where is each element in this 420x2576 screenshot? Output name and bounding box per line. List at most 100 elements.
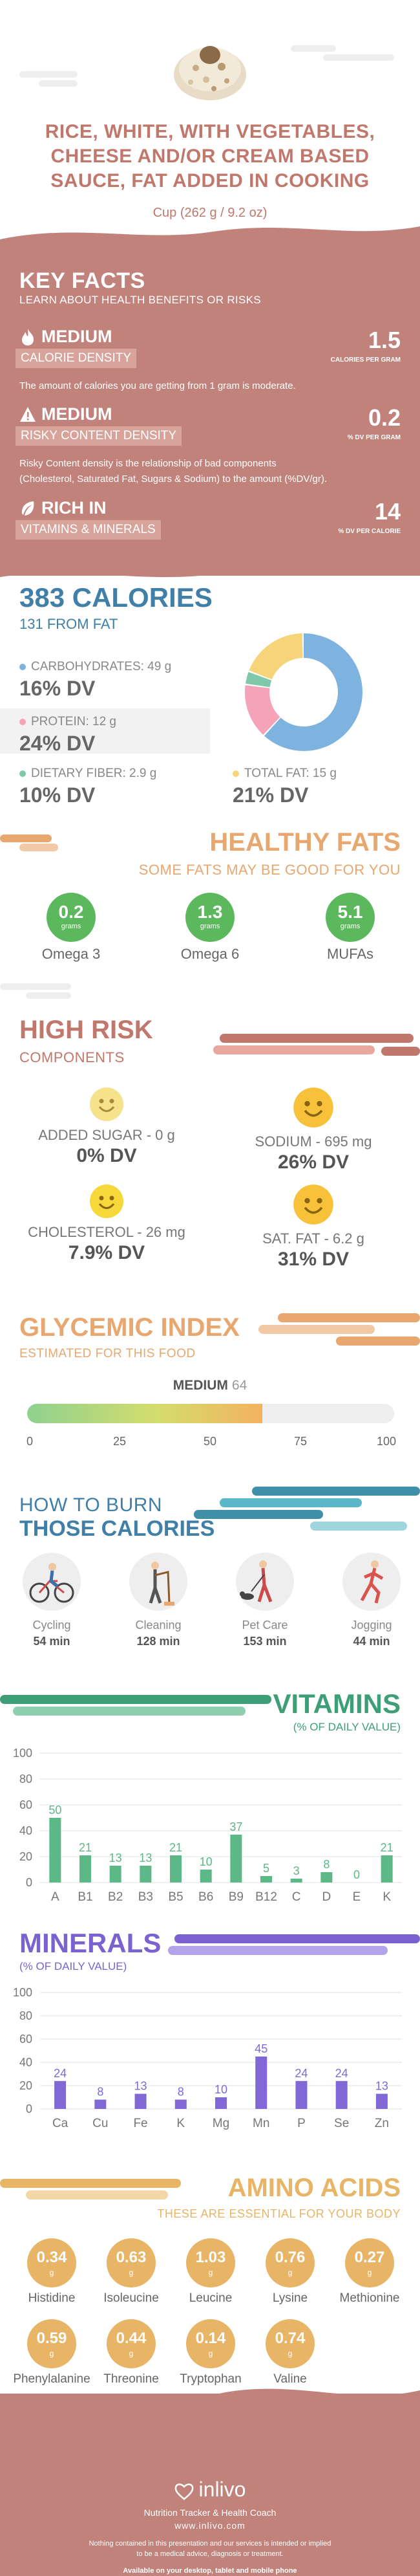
high-risk-subtitle: COMPONENTS xyxy=(19,1049,125,1065)
bar-value-label: 24 xyxy=(54,2067,67,2080)
bar-value-label: 8 xyxy=(97,2086,103,2099)
x-tick-label: K xyxy=(176,2117,185,2130)
bar-b5 xyxy=(170,1855,182,1883)
bar-value-label: 13 xyxy=(375,2080,388,2093)
bar-value-label: 37 xyxy=(229,1820,242,1833)
warning-icon xyxy=(20,407,36,422)
bar-b2 xyxy=(109,1866,121,1883)
fat-mufas: 5.1 grams MUFAs xyxy=(305,893,395,963)
smiley-icon xyxy=(90,1184,123,1218)
smiley-icon xyxy=(293,1087,333,1128)
macro-donut-chart xyxy=(245,633,362,751)
y-tick-label: 40 xyxy=(19,2056,32,2069)
risk-sodium: SODIUM - 695 mg 26% DV xyxy=(223,1087,404,1173)
activity-pet-care: Pet Care 153 min xyxy=(216,1553,313,1648)
risk-cholesterol: CHOLESTEROL - 26 mg 7.9% DV xyxy=(16,1184,197,1264)
key-facts-title: KEY FACTS xyxy=(19,268,145,293)
key-facts-subtitle: LEARN ABOUT HEALTH BENEFITS OR RISKS xyxy=(19,294,261,306)
high-risk-section: HIGH RISK COMPONENTS ADDED SUGAR - 0 g 0… xyxy=(0,983,420,1294)
leaf-icon xyxy=(21,501,34,516)
bar-k xyxy=(174,2099,187,2109)
x-tick-label: D xyxy=(322,1890,331,1904)
x-tick-label: Zn xyxy=(375,2117,389,2130)
bar-p xyxy=(295,2080,308,2109)
minerals-title: MINERALS xyxy=(19,1928,162,1958)
minerals-bar-chart: 0 20 40 60 80 100 24 Ca 8 Cu 13 Fe 8 K 10 Mg 45 Mn 24 P 24 Se… xyxy=(13,1986,402,2130)
high-risk-title: HIGH RISK xyxy=(19,1016,153,1044)
glycemic-title: GLYCEMIC INDEX xyxy=(19,1313,240,1342)
x-tick-label: A xyxy=(51,1890,59,1904)
amino-phenylalanine: 0.59 g Phenylalanine xyxy=(13,2319,90,2386)
bar-b3 xyxy=(140,1866,152,1883)
calories-title: 383 CALORIES xyxy=(19,582,213,613)
fiber-dot xyxy=(19,770,26,777)
y-tick-label: 100 xyxy=(13,1986,32,1999)
bar-value-label: 13 xyxy=(109,1851,122,1864)
amino-valine: 0.74 g Valine xyxy=(251,2319,329,2386)
x-tick-label: B9 xyxy=(229,1890,244,1904)
activity-jogging: Jogging 44 min xyxy=(323,1553,420,1648)
bar-value-label: 24 xyxy=(295,2067,308,2080)
bar-value-label: 10 xyxy=(215,2083,227,2096)
food-image xyxy=(174,46,246,100)
bar-fe xyxy=(134,2093,147,2109)
key-facts-section: KEY FACTS LEARN ABOUT HEALTH BENEFITS OR… xyxy=(0,226,420,578)
header-section: RICE, WHITE, WITH VEGETABLES, CHEESE AND… xyxy=(0,0,420,220)
bar-value-label: 13 xyxy=(134,2080,147,2093)
y-tick-label: 40 xyxy=(19,1824,32,1837)
vitamins-subtitle: (% OF DAILY VALUE) xyxy=(293,1721,401,1733)
vitamins-section: VITAMINS (% OF DAILY VALUE) 0 20 40 60 80 100… xyxy=(0,1688,420,1908)
vitamins-title: VITAMINS xyxy=(273,1688,401,1719)
x-tick-label: C xyxy=(292,1890,301,1904)
bar-value-label: 21 xyxy=(381,1841,394,1854)
bar-b9 xyxy=(230,1835,242,1883)
bar-zn xyxy=(375,2093,388,2109)
x-tick-label: B12 xyxy=(255,1890,277,1904)
amino-lysine: 0.76 g Lysine xyxy=(251,2238,329,2306)
footer-section: inlivo Nutrition Tracker & Health Coach … xyxy=(0,2388,420,2576)
glycemic-bar-fill xyxy=(27,1404,262,1423)
macro-protein: PROTEIN: 12 g 24% DV xyxy=(19,715,116,755)
food-title: RICE, WHITE, WITH VEGETABLES, CHEESE AND… xyxy=(45,121,375,191)
activity-cleaning: Cleaning 128 min xyxy=(110,1553,207,1648)
macro-carbohydrates: CARBOHYDRATES: 49 g 16% DV xyxy=(19,660,172,700)
bar-value-label: 45 xyxy=(255,2042,268,2055)
amino-histidine: 0.34 g Histidine xyxy=(13,2238,90,2306)
bar-value-label: 8 xyxy=(323,1858,330,1871)
bar-value-label: 21 xyxy=(79,1841,92,1854)
y-tick-label: 80 xyxy=(19,2009,32,2022)
burn-title: THOSE CALORIES xyxy=(19,1516,215,1541)
bar-cu xyxy=(94,2099,107,2109)
burn-calories-section: HOW TO BURN THOSE CALORIES Cycling 54 mi… xyxy=(0,1475,420,1675)
footer-url[interactable]: www.inlivo.com xyxy=(174,2520,246,2531)
y-tick-label: 60 xyxy=(19,2033,32,2046)
footer-disclaimer: Nothing contained in this presentation a… xyxy=(89,2540,331,2558)
x-tick-label: B6 xyxy=(198,1890,213,1904)
bar-b12 xyxy=(260,1876,272,1883)
cleaning-icon xyxy=(149,1562,174,1606)
amino-isoleucine: 0.63 g Isoleucine xyxy=(92,2238,170,2306)
amino-methionine: 0.27 g Methionine xyxy=(331,2238,408,2306)
calories-section: 383 CALORIES 131 FROM FAT CARBOHYDRATES:… xyxy=(0,582,420,822)
gi-tick: 25 xyxy=(112,1435,127,1448)
x-tick-label: Cu xyxy=(92,2117,108,2130)
gi-tick: 100 xyxy=(376,1435,397,1448)
flame-icon xyxy=(22,329,34,345)
glycemic-subtitle: ESTIMATED FOR THIS FOOD xyxy=(19,1347,196,1360)
gi-tick: 0 xyxy=(26,1435,34,1448)
bar-value-label: 3 xyxy=(293,1864,300,1877)
footer-availability: Available on your desktop, tablet and mo… xyxy=(123,2567,297,2575)
amino-leucine: 1.03 g Leucine xyxy=(172,2238,249,2306)
glycemic-index-section: GLYCEMIC INDEX ESTIMATED FOR THIS FOOD M… xyxy=(0,1307,420,1462)
bar-value-label: 10 xyxy=(200,1855,213,1868)
donut-slice-carbohydrates xyxy=(245,633,362,751)
glycemic-bar-track xyxy=(27,1404,394,1423)
amino-subtitle: THESE ARE ESSENTIAL FOR YOUR BODY xyxy=(157,2207,401,2220)
x-tick-label: Fe xyxy=(133,2117,147,2130)
cycling-icon xyxy=(29,1563,74,1603)
y-tick-label: 100 xyxy=(13,1747,32,1760)
y-tick-label: 0 xyxy=(26,1876,32,1889)
vitamins-bar-chart: 02040608010050A21B113B213B321B510B637B95… xyxy=(13,1747,402,1904)
bar-value-label: 5 xyxy=(263,1862,269,1875)
